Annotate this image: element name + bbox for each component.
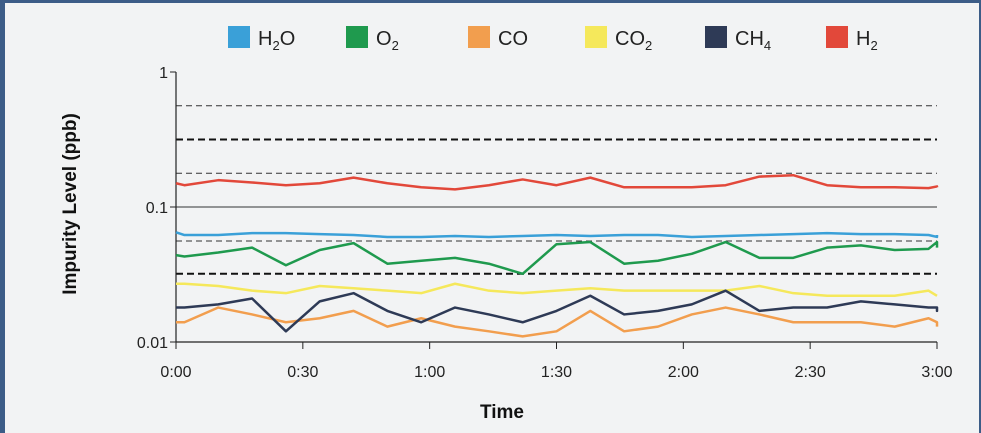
series-lines bbox=[175, 173, 939, 338]
legend-label-h2o: H2O bbox=[258, 28, 295, 53]
series-line-h2 bbox=[175, 173, 939, 191]
series-line-co2 bbox=[176, 282, 938, 298]
series-line-h2o bbox=[175, 231, 939, 239]
series-line-ch4 bbox=[176, 289, 939, 333]
tick-labels: 0.01 0.1 1 0:00 0:30 1:00 1:30 2:00 2:30 3:00 bbox=[137, 65, 953, 381]
legend: H2O O2 CO CO2 CH4 H2 bbox=[228, 26, 878, 53]
x-tick-label: 1:00 bbox=[414, 364, 445, 381]
legend-label-o2: O2 bbox=[376, 28, 399, 53]
legend-label-co: CO bbox=[498, 28, 528, 50]
x-tick-label: 0:00 bbox=[160, 364, 191, 381]
legend-swatch-o2 bbox=[346, 26, 368, 48]
legend-swatch-h2 bbox=[826, 26, 848, 48]
x-tick-label: 2:30 bbox=[795, 364, 826, 381]
legend-swatch-co bbox=[468, 26, 490, 48]
x-axis-title: Time bbox=[480, 402, 524, 423]
x-tick-label: 1:30 bbox=[541, 364, 572, 381]
legend-swatch-ch4 bbox=[705, 26, 727, 48]
legend-swatch-h2o bbox=[228, 26, 250, 48]
x-tick-label: 3:00 bbox=[921, 364, 952, 381]
series-line-o2 bbox=[175, 240, 939, 276]
grid-lines bbox=[176, 105, 937, 275]
series-line-co bbox=[176, 306, 939, 338]
y-axis-title: Impurity Level (ppb) bbox=[60, 113, 81, 295]
legend-label-h2: H2 bbox=[856, 28, 878, 53]
x-tick-label: 2:00 bbox=[668, 364, 699, 381]
y-tick-label: 0.1 bbox=[146, 200, 168, 217]
legend-swatch-co2 bbox=[585, 26, 607, 48]
y-tick-label: 0.01 bbox=[137, 335, 168, 352]
y-tick-label: 1 bbox=[159, 65, 168, 82]
legend-label-co2: CO2 bbox=[615, 28, 652, 53]
x-tick-label: 0:30 bbox=[287, 364, 318, 381]
legend-label-ch4: CH4 bbox=[735, 28, 771, 53]
